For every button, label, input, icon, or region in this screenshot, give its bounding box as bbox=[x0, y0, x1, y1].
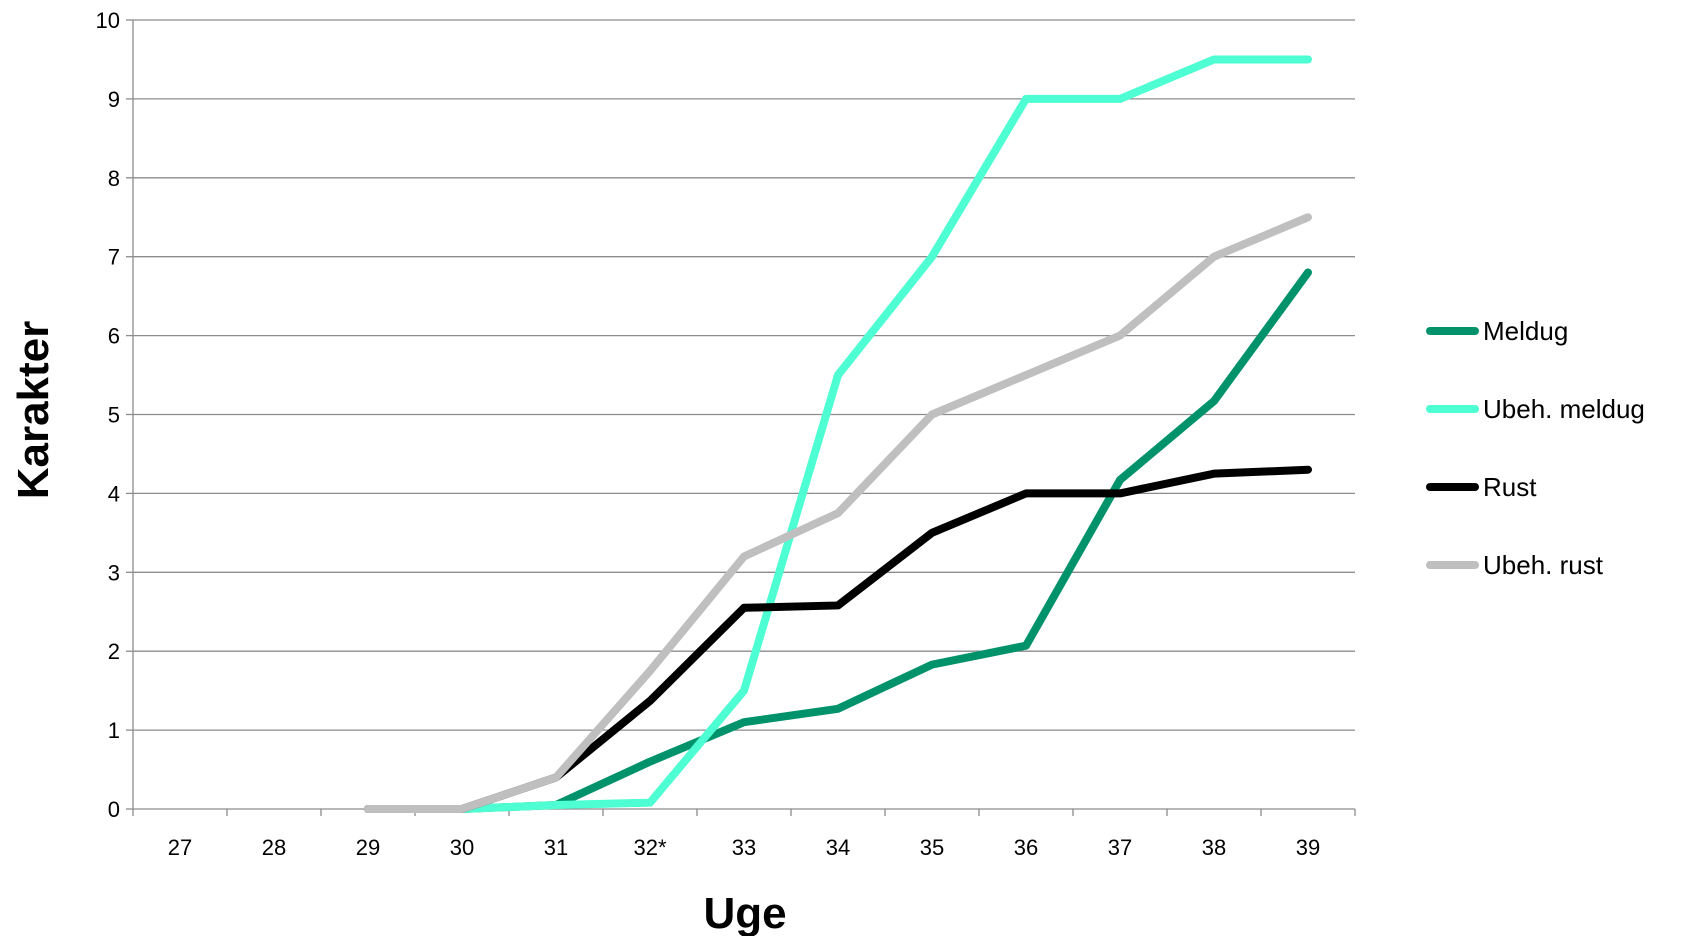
y-tick-label: 6 bbox=[108, 324, 120, 349]
x-tick-label: 32* bbox=[633, 835, 666, 860]
legend: Meldug Ubeh. meldug Rust Ubeh. rust bbox=[1426, 316, 1645, 580]
x-tick-label: 35 bbox=[920, 835, 944, 860]
x-tick-label: 37 bbox=[1108, 835, 1132, 860]
legend-label: Rust bbox=[1483, 472, 1537, 502]
y-tick-label: 9 bbox=[108, 87, 120, 112]
legend-label: Ubeh. meldug bbox=[1483, 394, 1645, 424]
legend-label: Ubeh. rust bbox=[1483, 550, 1604, 580]
series-lines bbox=[364, 55, 1312, 813]
y-axis-title: Karakter bbox=[9, 321, 58, 500]
y-tick-label: 8 bbox=[108, 166, 120, 191]
x-tick-label: 33 bbox=[732, 835, 756, 860]
x-tick-label: 34 bbox=[826, 835, 850, 860]
y-tick-label: 0 bbox=[108, 797, 120, 822]
y-tick-label: 1 bbox=[108, 718, 120, 743]
legend-label: Meldug bbox=[1483, 316, 1568, 346]
x-tick-label: 28 bbox=[262, 835, 286, 860]
x-tick-label: 30 bbox=[450, 835, 474, 860]
x-tick-label: 39 bbox=[1296, 835, 1320, 860]
gridlines bbox=[133, 19, 1355, 731]
series-line-ubeh-rust bbox=[364, 213, 1312, 813]
y-tick-label: 3 bbox=[108, 560, 120, 585]
x-tick-label: 29 bbox=[356, 835, 380, 860]
series-line-meldug bbox=[458, 268, 1312, 813]
y-tick-label: 7 bbox=[108, 245, 120, 270]
y-tick-label: 2 bbox=[108, 639, 120, 664]
x-tick-label: 27 bbox=[168, 835, 192, 860]
series-line-ubeh-meldug bbox=[458, 55, 1312, 813]
x-tick-label: 38 bbox=[1202, 835, 1226, 860]
y-tick-label: 4 bbox=[108, 481, 120, 506]
x-tick-label: 36 bbox=[1014, 835, 1038, 860]
x-axis-title: Uge bbox=[703, 889, 786, 936]
y-tick-label: 5 bbox=[108, 403, 120, 428]
x-tick-label: 31 bbox=[544, 835, 568, 860]
y-tick-label: 10 bbox=[96, 8, 120, 33]
series-line-rust bbox=[364, 465, 1312, 813]
